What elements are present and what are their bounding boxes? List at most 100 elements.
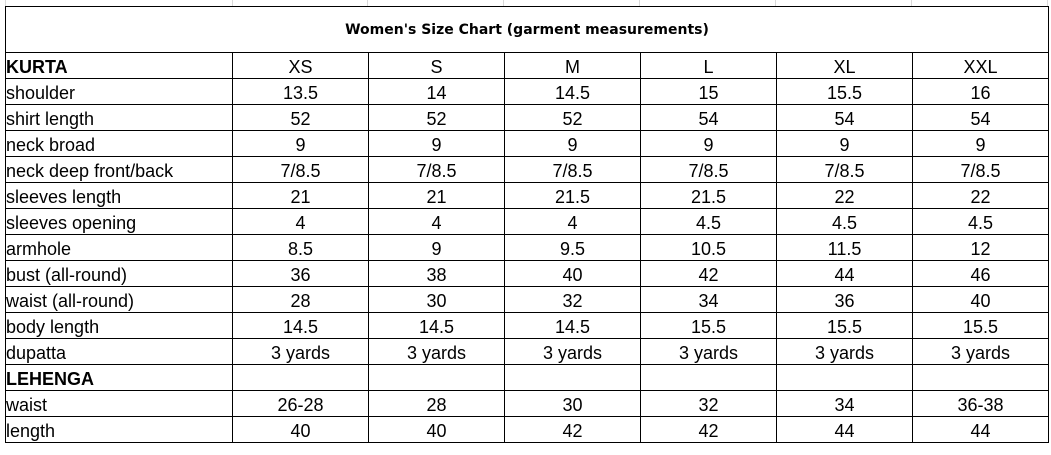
measurement-value: 11.5: [776, 234, 913, 261]
measurement-value: 3 yards: [368, 338, 505, 365]
size-header-cell: XL: [776, 52, 913, 79]
size-header-cell: XXL: [912, 52, 1049, 79]
measurement-value: 30: [368, 286, 505, 313]
measurement-row: armhole 8.5 9 9.5 10.5 11.5 12: [5, 234, 1049, 261]
measurement-value: 7/8.5: [368, 156, 505, 183]
measurement-value: 54: [640, 104, 777, 131]
measurement-value: 34: [640, 286, 777, 313]
measurement-value: 13.5: [232, 78, 369, 105]
measurement-value: 3 yards: [776, 338, 913, 365]
measurement-label: waist: [5, 390, 233, 417]
measurement-value: 3 yards: [504, 338, 641, 365]
measurement-value: 7/8.5: [640, 156, 777, 183]
sheet-gridlines: [0, 0, 1051, 6]
measurement-value: 40: [368, 416, 505, 443]
measurement-row: body length 14.5 14.5 14.5 15.5 15.5 15.5: [5, 312, 1049, 339]
measurement-value: 4: [504, 208, 641, 235]
empty-cell: [912, 364, 1049, 391]
measurement-value: 52: [368, 104, 505, 131]
measurement-value: 15.5: [776, 78, 913, 105]
measurement-value: 30: [504, 390, 641, 417]
measurement-value: 7/8.5: [776, 156, 913, 183]
measurement-value: 9: [640, 130, 777, 157]
measurement-value: 15.5: [912, 312, 1049, 339]
measurement-value: 3 yards: [640, 338, 777, 365]
measurement-value: 26-28: [232, 390, 369, 417]
measurement-value: 15: [640, 78, 777, 105]
measurement-value: 40: [504, 260, 641, 287]
size-chart-table: Women's Size Chart (garment measurements…: [5, 6, 1049, 443]
measurement-value: 9: [912, 130, 1049, 157]
measurement-value: 21.5: [504, 182, 641, 209]
measurement-label: neck broad: [5, 130, 233, 157]
measurement-value: 4: [232, 208, 369, 235]
measurement-value: 14.5: [504, 312, 641, 339]
measurement-value: 36: [776, 286, 913, 313]
measurement-value: 14.5: [504, 78, 641, 105]
measurement-label: dupatta: [5, 338, 233, 365]
measurement-value: 12: [912, 234, 1049, 261]
measurement-value: 15.5: [640, 312, 777, 339]
measurement-value: 40: [232, 416, 369, 443]
measurement-value: 46: [912, 260, 1049, 287]
chart-title: Women's Size Chart (garment measurements…: [5, 6, 1049, 53]
measurement-value: 44: [912, 416, 1049, 443]
measurement-value: 14: [368, 78, 505, 105]
empty-cell: [368, 364, 505, 391]
measurement-label: sleeves length: [5, 182, 233, 209]
section-header-row: LEHENGA: [5, 364, 1049, 391]
measurement-value: 14.5: [368, 312, 505, 339]
measurement-row: neck broad 9 9 9 9 9 9: [5, 130, 1049, 157]
size-header-cell: L: [640, 52, 777, 79]
size-chart-body: Women's Size Chart (garment measurements…: [5, 6, 1049, 443]
measurement-label: bust (all-round): [5, 260, 233, 287]
measurement-row: waist 26-28 28 30 32 34 36-38: [5, 390, 1049, 417]
measurement-label: length: [5, 416, 233, 443]
measurement-row: neck deep front/back 7/8.5 7/8.5 7/8.5 7/8.5…: [5, 156, 1049, 183]
measurement-value: 42: [640, 416, 777, 443]
measurement-value: 52: [232, 104, 369, 131]
section-title: KURTA: [5, 52, 233, 79]
measurement-value: 28: [368, 390, 505, 417]
measurement-value: 36-38: [912, 390, 1049, 417]
measurement-value: 32: [640, 390, 777, 417]
measurement-value: 4.5: [776, 208, 913, 235]
title-row: Women's Size Chart (garment measurements…: [5, 6, 1049, 53]
measurement-row: shoulder 13.5 14 14.5 15 15.5 16: [5, 78, 1049, 105]
measurement-value: 21: [368, 182, 505, 209]
measurement-value: 16: [912, 78, 1049, 105]
measurement-value: 22: [776, 182, 913, 209]
measurement-value: 36: [232, 260, 369, 287]
measurement-value: 44: [776, 260, 913, 287]
measurement-value: 32: [504, 286, 641, 313]
measurement-value: 34: [776, 390, 913, 417]
measurement-row: length 40 40 42 42 44 44: [5, 416, 1049, 443]
measurement-value: 38: [368, 260, 505, 287]
measurement-value: 40: [912, 286, 1049, 313]
measurement-label: shoulder: [5, 78, 233, 105]
measurement-value: 9: [504, 130, 641, 157]
measurement-value: 7/8.5: [232, 156, 369, 183]
measurement-value: 4.5: [912, 208, 1049, 235]
section-title: LEHENGA: [5, 364, 233, 391]
measurement-value: 3 yards: [912, 338, 1049, 365]
measurement-label: waist (all-round): [5, 286, 233, 313]
measurement-value: 8.5: [232, 234, 369, 261]
measurement-value: 7/8.5: [504, 156, 641, 183]
measurement-value: 54: [912, 104, 1049, 131]
measurement-row: bust (all-round) 36 38 40 42 44 46: [5, 260, 1049, 287]
size-header-cell: XS: [232, 52, 369, 79]
measurement-value: 21: [232, 182, 369, 209]
measurement-row: sleeves length 21 21 21.5 21.5 22 22: [5, 182, 1049, 209]
measurement-label: neck deep front/back: [5, 156, 233, 183]
measurement-row: waist (all-round) 28 30 32 34 36 40: [5, 286, 1049, 313]
measurement-value: 28: [232, 286, 369, 313]
measurement-value: 54: [776, 104, 913, 131]
empty-cell: [504, 364, 641, 391]
measurement-value: 9: [368, 130, 505, 157]
measurement-row: sleeves opening 4 4 4 4.5 4.5 4.5: [5, 208, 1049, 235]
measurement-value: 15.5: [776, 312, 913, 339]
measurement-value: 42: [640, 260, 777, 287]
measurement-value: 52: [504, 104, 641, 131]
